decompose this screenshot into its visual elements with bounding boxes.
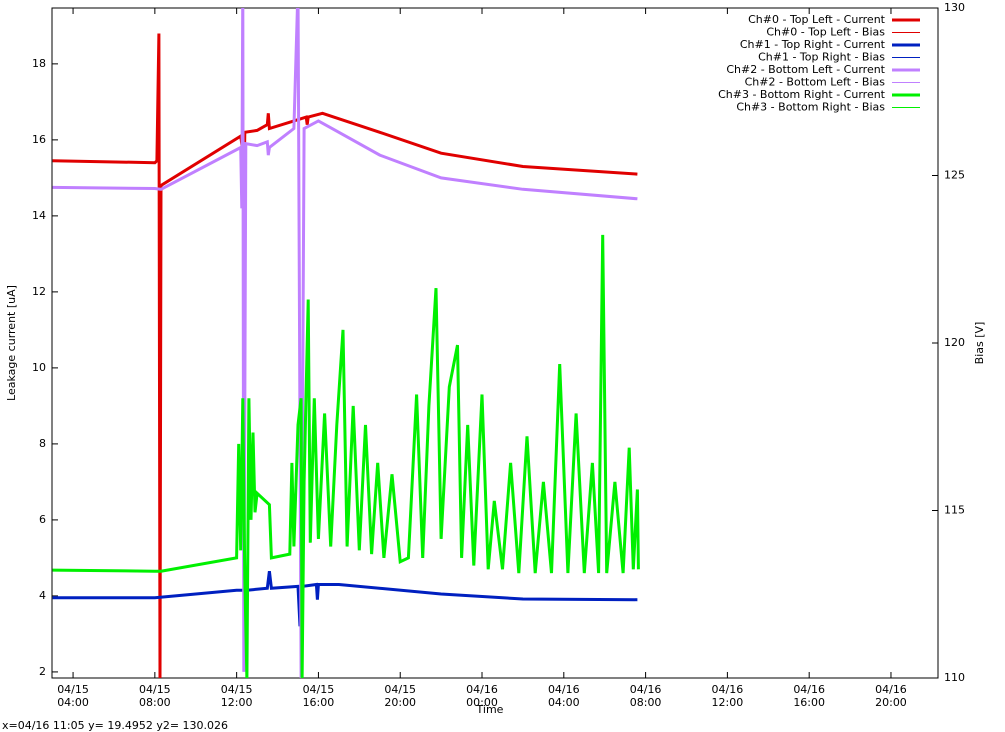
x-tick-label: 04/16 08:00	[629, 683, 662, 709]
y2-tick-label: 130	[944, 1, 965, 14]
x-tick-label: 04/16 04:00	[547, 683, 580, 709]
y-tick-label: 4	[39, 589, 46, 602]
legend-label: Ch#2 - Bottom Left - Bias	[745, 76, 886, 89]
y2-tick-label: 120	[944, 336, 965, 349]
y-tick-label: 16	[32, 133, 46, 146]
x-tick-label: 04/16 16:00	[793, 683, 826, 709]
y-tick-label: 10	[32, 361, 46, 374]
legend-label: Ch#1 - Top Right - Current	[740, 38, 886, 51]
y-tick-label: 2	[39, 665, 46, 678]
y-tick-label: 14	[32, 209, 46, 222]
y-tick-label: 6	[39, 513, 46, 526]
series-line	[52, 571, 638, 661]
x-tick-label: 04/15 08:00	[138, 683, 171, 709]
legend-label: Ch#1 - Top Right - Bias	[758, 51, 885, 64]
legend-label: Ch#3 - Bottom Right - Current	[718, 88, 886, 101]
x-tick-label: 04/15 12:00	[220, 683, 253, 709]
y2-tick-label: 115	[944, 504, 965, 517]
y-tick-label: 8	[39, 437, 46, 450]
x-axis-label: Time	[476, 703, 504, 716]
legend-label: Ch#0 - Top Left - Current	[748, 13, 886, 26]
x-tick-label: 04/16 12:00	[711, 683, 744, 709]
status-line: x=04/16 11:05 y= 19.4952 y2= 130.026	[2, 719, 229, 732]
series-line	[52, 33, 638, 678]
legend-label: Ch#2 - Bottom Left - Current	[726, 63, 885, 76]
legend-label: Ch#0 - Top Left - Bias	[766, 26, 885, 39]
y-axis-label: Leakage current [uA]	[5, 285, 18, 401]
y2-axis-label: Bias [V]	[973, 322, 986, 365]
y-tick-label: 18	[32, 57, 46, 70]
x-tick-label: 04/15 16:00	[302, 683, 335, 709]
x-tick-label: 04/16 20:00	[875, 683, 907, 709]
x-tick-label: 04/16 00:00	[466, 683, 498, 709]
series-line	[52, 234, 640, 678]
y2-tick-label: 125	[944, 169, 965, 182]
legend-label: Ch#3 - Bottom Right - Bias	[736, 101, 885, 114]
y2-tick-label: 110	[944, 671, 965, 684]
x-tick-label: 04/15 04:00	[57, 683, 89, 709]
series-line	[52, 8, 638, 678]
x-tick-label: 04/15 20:00	[384, 683, 417, 709]
y-tick-label: 12	[32, 285, 46, 298]
